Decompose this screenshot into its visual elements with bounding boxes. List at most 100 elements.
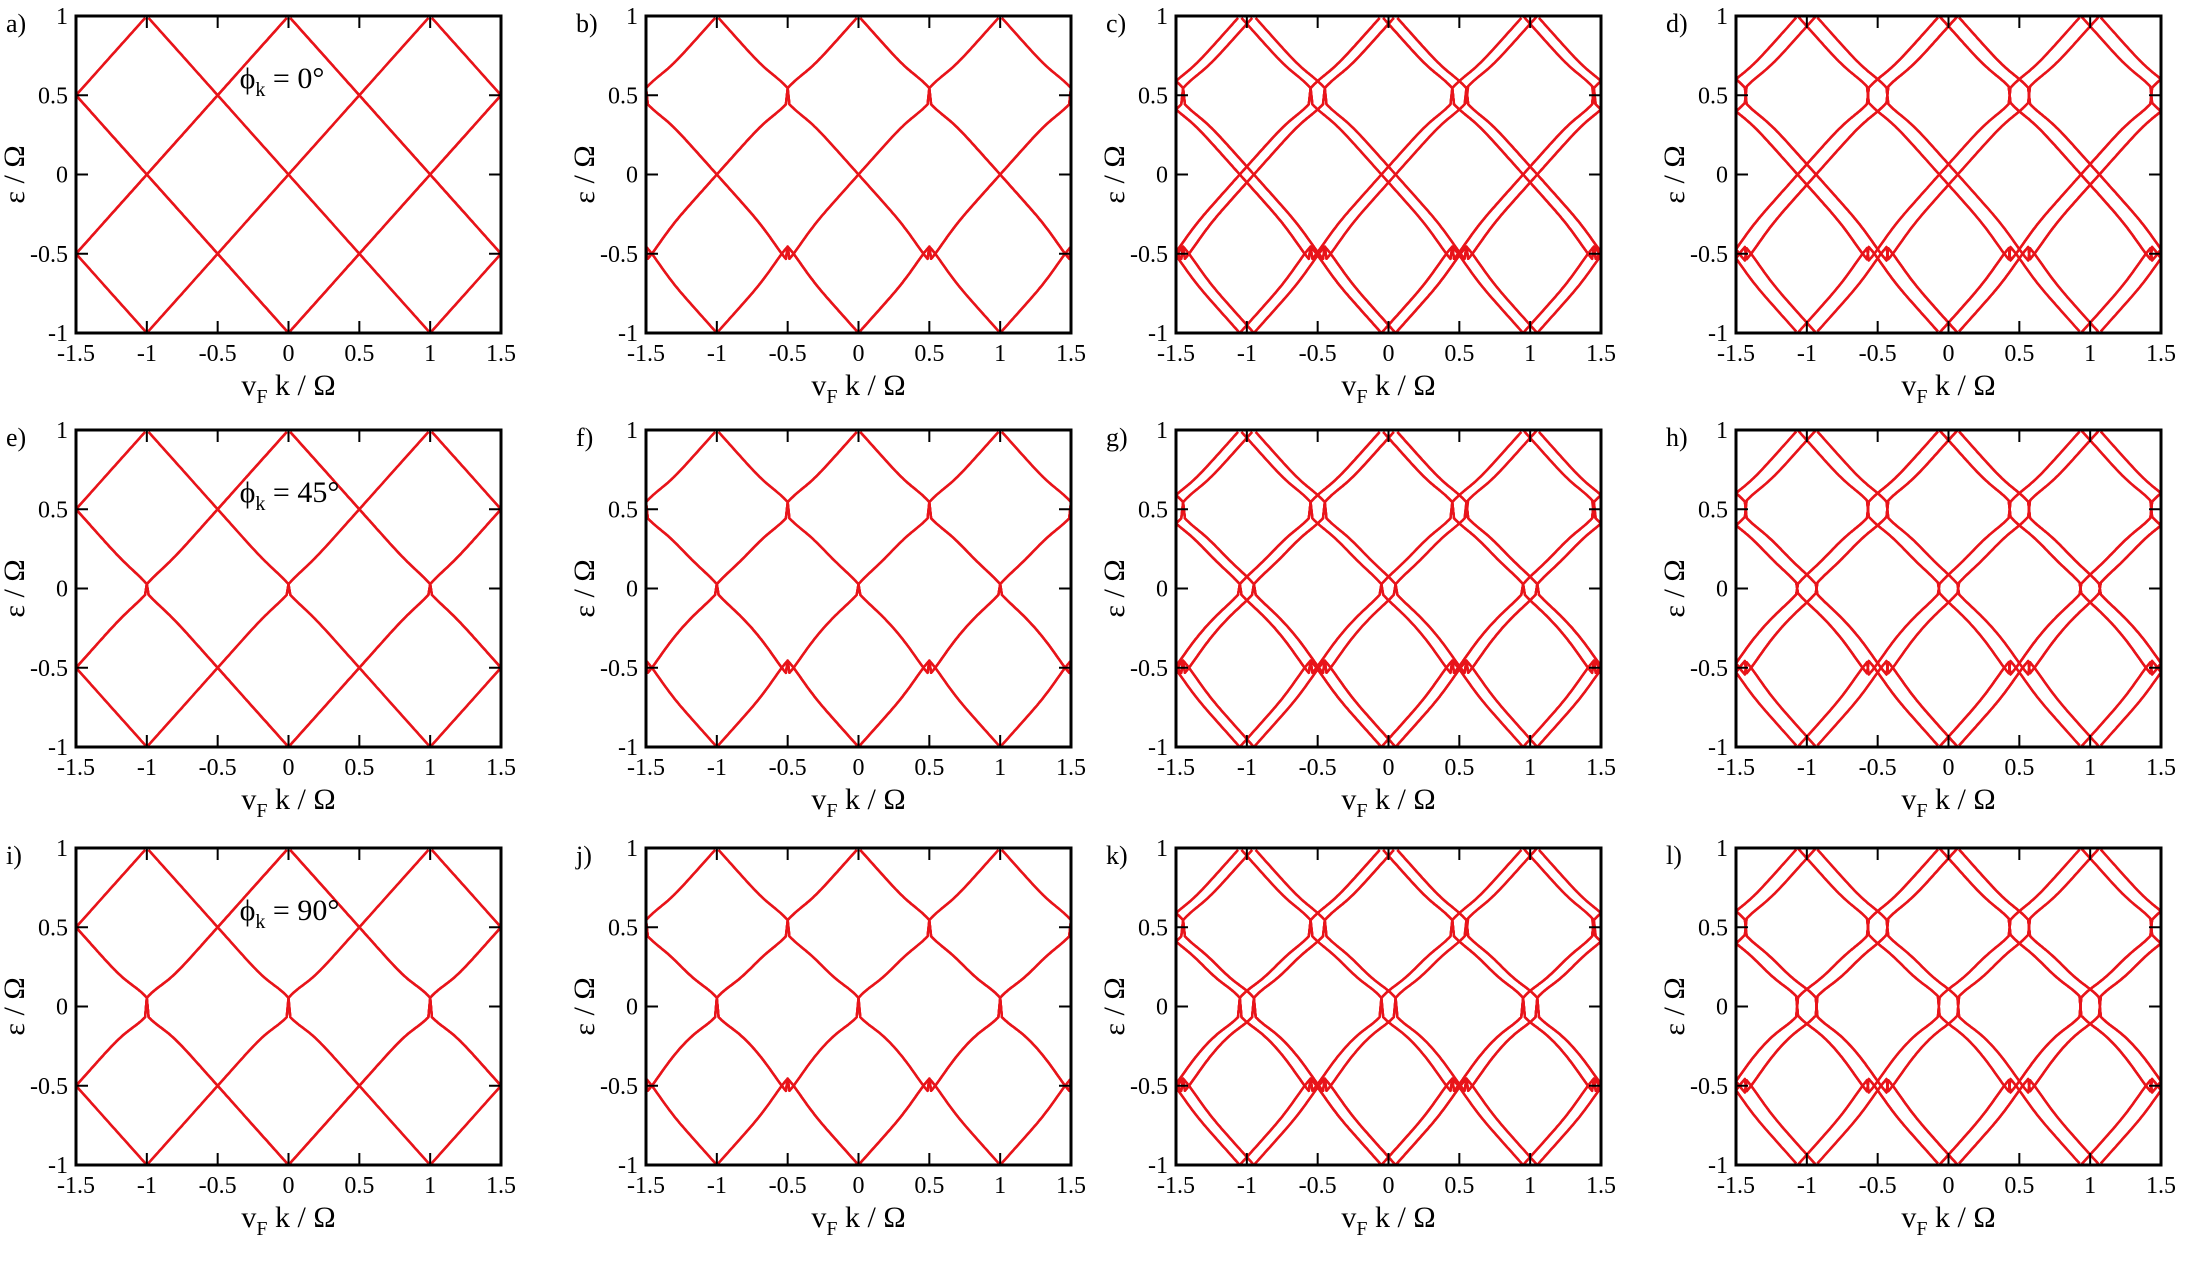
x-tick-label: -1 [137,755,157,781]
y-tick-label: 0 [626,577,638,603]
band-line [1736,430,1939,664]
band-line [1736,430,1798,495]
y-tick-label: 0.5 [1138,83,1168,109]
x-tick-label: -1.5 [627,341,665,367]
band-line [1938,16,2161,261]
band-line [289,849,501,1087]
x-tick-label: 1 [1524,341,1536,367]
band-line [2080,16,2161,113]
x-tick-label: 0.5 [914,755,944,781]
x-tick-label: -1.5 [627,755,665,781]
band-line [76,849,288,1087]
band-line [717,431,1002,747]
y-axis-title: ε / Ω [0,559,31,617]
band-line [2099,430,2161,495]
x-tick-label: 0 [1383,341,1395,367]
band-line [1382,431,1601,674]
panel-label: i) [6,841,22,870]
x-tick-label: 1.5 [1586,1173,1616,1199]
y-axis-title: ε / Ω [1658,145,1691,203]
x-tick-label: 1 [994,341,1006,367]
band-line [1176,431,1381,667]
x-axis-title: vF k / Ω [1341,783,1435,822]
x-tick-label: 1.5 [1056,755,1086,781]
band-line [1396,849,1601,1085]
x-tick-label: 0.5 [1444,755,1474,781]
band-line [76,1084,148,1165]
x-tick-label: 0 [1383,755,1395,781]
x-tick-label: -0.5 [199,1173,237,1199]
x-tick-label: -1.5 [1717,755,1755,781]
band-line [1736,848,1798,913]
band-line [1736,16,1959,261]
band-line [1394,522,1601,747]
x-tick-label: -1.5 [1717,341,1755,367]
x-tick-label: -0.5 [1299,1173,1337,1199]
x-tick-label: 1.5 [2146,341,2176,367]
band-line [1176,849,1239,914]
y-tick-label: -0.5 [1690,656,1728,682]
band-line [999,1077,1071,1165]
y-tick-label: -0.5 [1690,1074,1728,1100]
band-line [1380,912,1601,1165]
y-tick-label: -1 [48,321,68,347]
x-tick-label: 0.5 [344,1173,374,1199]
x-tick-label: 0.5 [1444,1173,1474,1199]
y-tick-label: -0.5 [600,656,638,682]
band-line [999,245,1071,333]
y-tick-label: -0.5 [1130,1074,1168,1100]
band-line [1958,110,2161,333]
y-tick-label: -0.5 [1130,656,1168,682]
y-tick-label: 1 [1716,836,1728,862]
y-tick-label: 0.5 [608,497,638,523]
x-tick-label: -1 [1797,1173,1817,1199]
x-tick-label: -1 [1797,341,1817,367]
angle-annotation: ϕk = 0° [240,62,325,101]
x-tick-label: -1 [1237,341,1257,367]
band-line [1176,80,1397,333]
band-line [1380,494,1601,747]
y-tick-label: 0 [56,995,68,1021]
band-line [1176,17,1239,82]
x-tick-label: 1.5 [1056,1173,1086,1199]
x-tick-label: -0.5 [199,755,237,781]
band-line [1736,78,1959,333]
y-tick-label: -1 [1708,1153,1728,1179]
y-tick-label: 0.5 [1698,915,1728,941]
band-line [1797,16,2081,333]
y-tick-label: -1 [1148,1153,1168,1179]
y-tick-label: -0.5 [600,242,638,268]
y-tick-label: 1 [56,836,68,862]
band-line [1736,257,1798,333]
band-line [1176,940,1383,1165]
x-tick-label: 0 [1943,341,1955,367]
panel-label: d) [1666,9,1688,38]
band-line [1176,245,1255,333]
band-line [1240,431,1524,747]
band-line [431,849,501,929]
band-line [1176,1077,1255,1165]
band-line [2080,661,2161,747]
x-axis-title: vF k / Ω [1901,783,1995,822]
y-axis-title: ε / Ω [1098,977,1131,1035]
band-line [2099,671,2161,747]
y-axis-title: ε / Ω [1098,145,1131,203]
band-line [289,431,501,669]
x-axis-title: vF k / Ω [811,1201,905,1240]
band-line [1958,16,2161,250]
y-tick-label: 1 [626,418,638,444]
x-tick-label: -0.5 [1299,755,1337,781]
band-line [429,666,501,747]
band-line [1938,910,2161,1165]
x-tick-label: 1 [2084,1173,2096,1199]
band-line [646,849,858,1092]
band-line [857,919,1071,1165]
x-tick-label: -1 [1797,755,1817,781]
band-line [1797,848,2081,1165]
y-tick-label: -1 [1148,735,1168,761]
x-tick-label: 1 [424,755,436,781]
band-line [859,431,1071,674]
x-tick-label: 0.5 [2004,341,2034,367]
